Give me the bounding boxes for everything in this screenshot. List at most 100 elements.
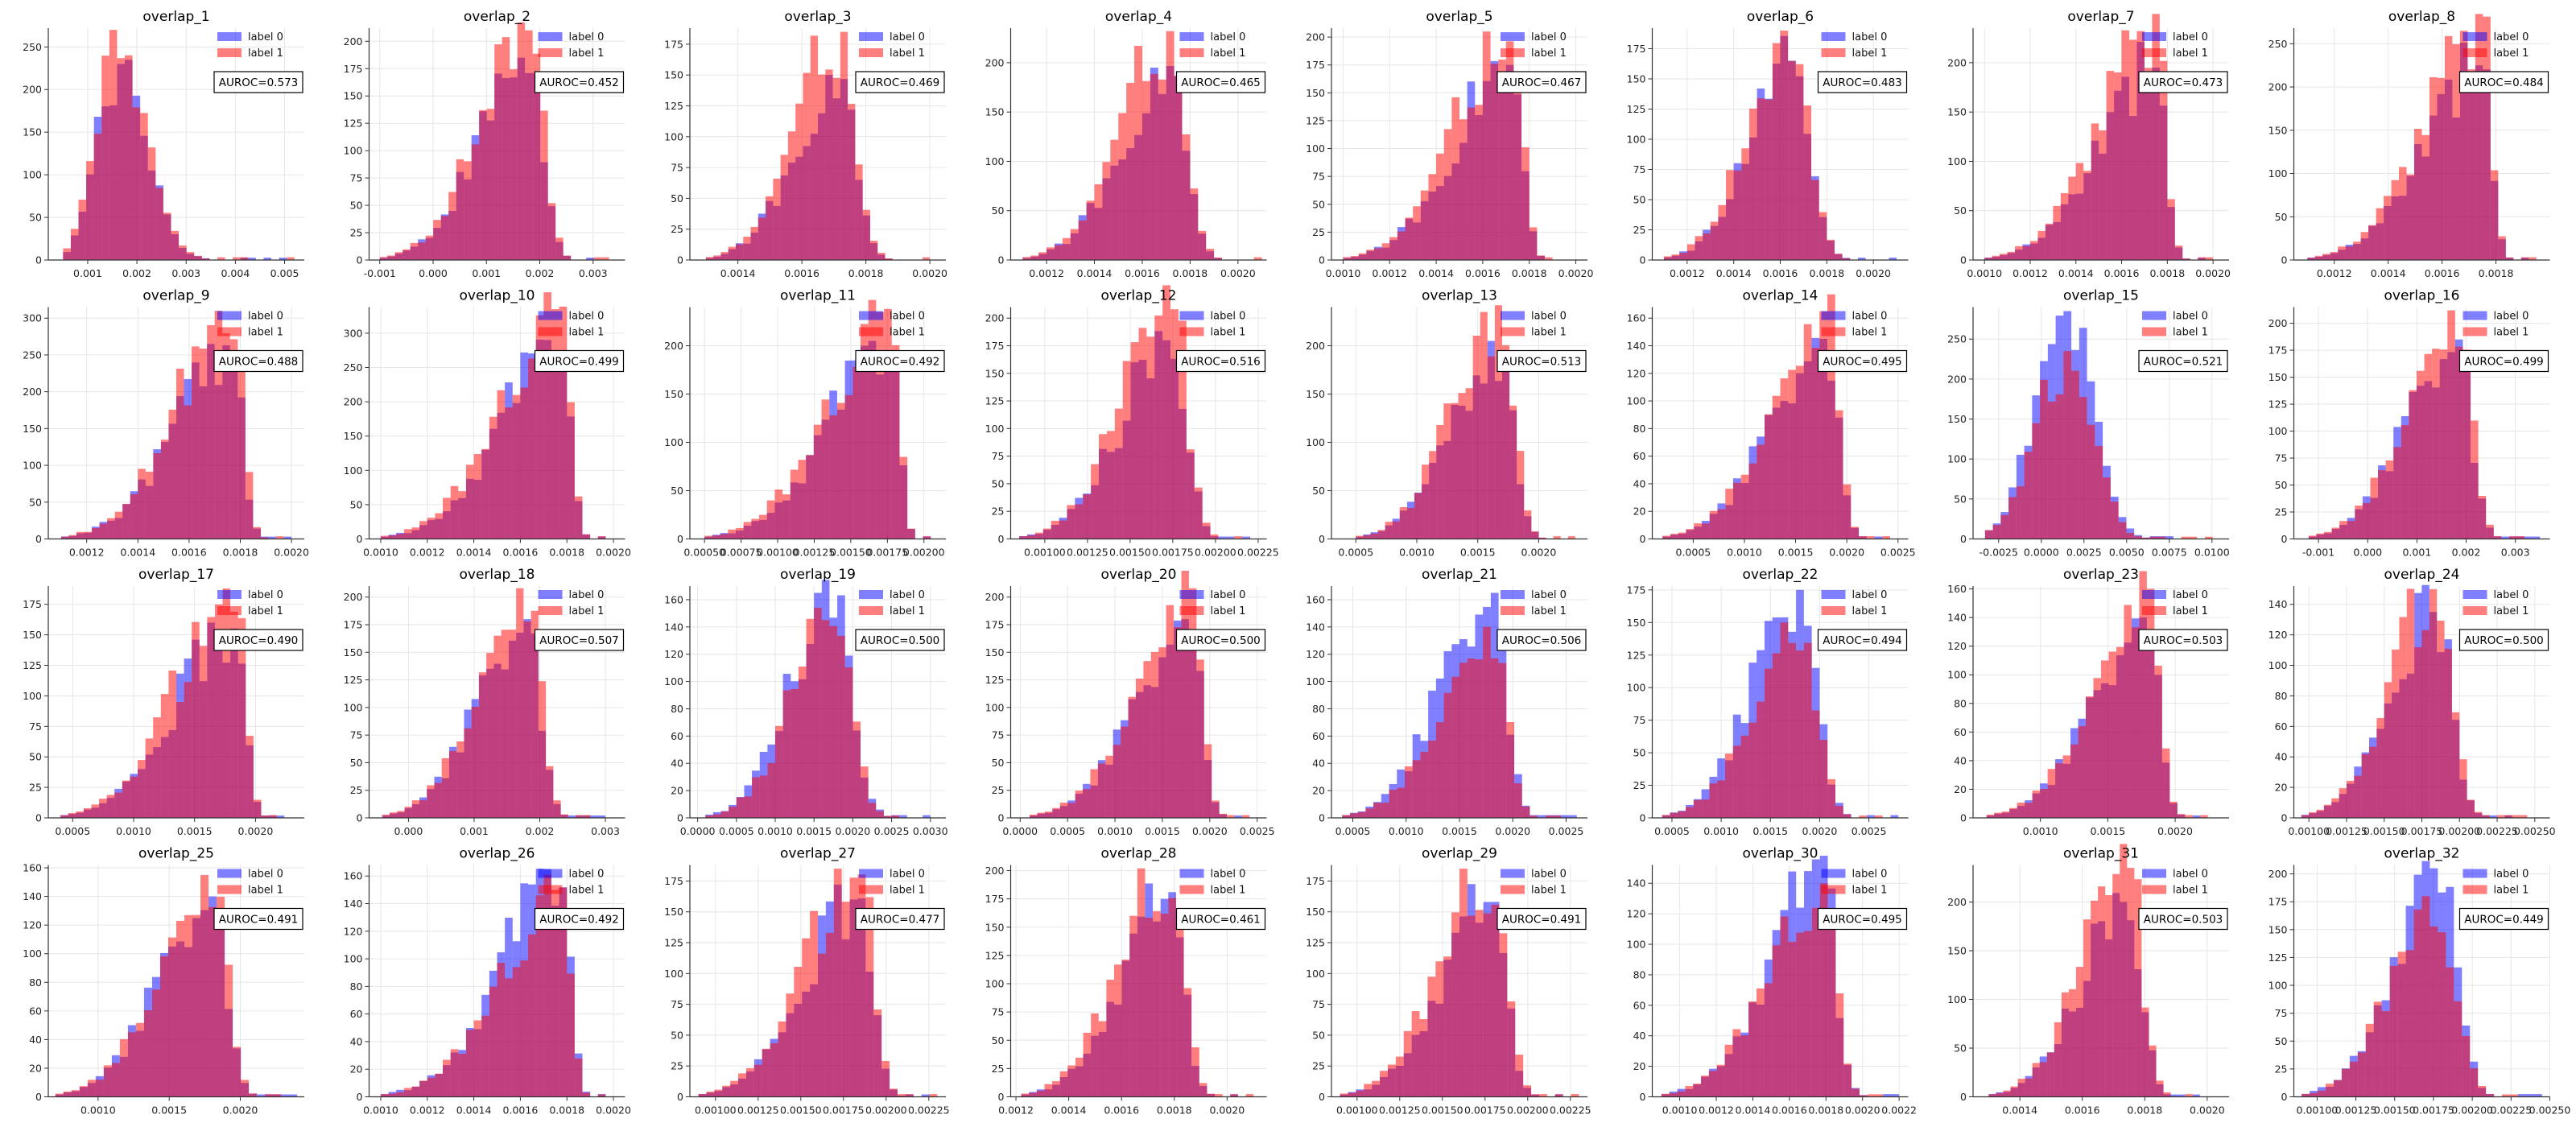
y-tick-label: 20 — [1633, 1060, 1646, 1072]
histogram-bar-label1 — [1741, 148, 1749, 260]
histogram-bar-label1 — [2451, 712, 2460, 818]
histogram-bar-label1 — [891, 345, 900, 539]
y-tick-label: 100 — [664, 968, 683, 980]
histogram-bar-label1 — [1110, 139, 1119, 260]
histogram-bar-label0 — [2192, 1094, 2200, 1097]
y-tick-label: 40 — [1633, 477, 1646, 489]
y-tick-label: 20 — [2275, 782, 2288, 794]
histogram-bar-label1 — [1726, 170, 1734, 260]
histogram-bar-label1 — [1137, 868, 1146, 1097]
histogram-bar-label1 — [538, 681, 547, 818]
histogram-bar-label1 — [1499, 933, 1508, 1097]
x-tick-label: 0.0010 — [80, 1104, 116, 1117]
histogram-bar-label1 — [798, 666, 807, 818]
x-tick-label: 0.0000 — [2024, 547, 2059, 559]
histogram-bar-label0 — [2170, 1094, 2178, 1097]
legend-label1: label 1 — [1531, 47, 1567, 60]
histogram-bar-label1 — [2174, 246, 2183, 260]
legend-swatch-label1 — [1501, 327, 1525, 336]
legend-swatch-label1 — [217, 48, 242, 57]
histogram-bar-label1 — [2167, 199, 2175, 260]
histogram-bar-label1 — [458, 491, 466, 539]
histogram-bar-label1 — [2075, 163, 2084, 260]
y-tick-label: 0 — [1640, 533, 1646, 545]
histogram-bar-label1 — [241, 1080, 250, 1097]
histogram-bar-label1 — [60, 536, 69, 539]
histogram-bar-label1 — [2331, 798, 2339, 818]
x-tick-label: 0.0020 — [1856, 267, 1891, 279]
histogram-bar-label1 — [200, 874, 209, 1097]
histogram-bar-label1 — [2376, 208, 2384, 260]
histogram-bar-label1 — [791, 688, 799, 818]
histogram-bar-label0 — [1561, 815, 1570, 818]
histogram-bar-label1 — [1756, 988, 1765, 1097]
histogram-bar-label1 — [380, 1093, 389, 1097]
legend-label0: label 0 — [248, 589, 283, 601]
subplot-overlap-2: -0.001 0.000 0.001 0.002 0.00302550751001251… — [344, 9, 625, 279]
histogram-bar-label1 — [192, 346, 200, 539]
histogram-bar-label1 — [512, 394, 521, 539]
x-tick-label: 0.0100 — [2194, 547, 2230, 559]
histogram-bar-label1 — [1458, 393, 1466, 539]
subplot-title: overlap_26 — [460, 846, 535, 862]
histogram-bar-label1 — [1098, 1021, 1107, 1097]
histogram-bar-label1 — [2134, 536, 2142, 539]
histogram-bar-label1 — [2474, 811, 2483, 818]
histogram-bar-label1 — [1153, 910, 1161, 1097]
y-tick-label: 0 — [677, 254, 683, 266]
histogram-bar-label1 — [2429, 76, 2438, 260]
histogram-bar-label1 — [1515, 1055, 1524, 1097]
x-tick-label: 0.00250 — [2514, 825, 2556, 837]
histogram-bar-label1 — [1052, 807, 1060, 818]
y-tick-label: 0 — [677, 533, 683, 545]
auroc-label: AUROC=0.490 — [219, 634, 299, 647]
histogram-bar-label1 — [743, 237, 751, 260]
histogram-bar-label1 — [1796, 650, 1804, 818]
histogram-bar-label1 — [99, 523, 108, 539]
histogram-bar-label1 — [753, 1064, 762, 1097]
histogram-bar-label1 — [1717, 509, 1726, 539]
histogram-bar-label1 — [530, 610, 539, 818]
histogram-bar-label1 — [802, 938, 811, 1097]
histogram-bar-label1 — [2439, 349, 2448, 539]
auroc-box — [534, 71, 625, 93]
y-tick-label: 50 — [2275, 479, 2288, 491]
histogram-bar-label1 — [2447, 310, 2455, 539]
legend-swatch-label1 — [2462, 48, 2487, 57]
histogram-bar-label1 — [1122, 361, 1131, 539]
subplot-title: overlap_22 — [1743, 567, 1818, 583]
auroc-box — [2458, 629, 2549, 651]
histogram-bar-label1 — [450, 485, 459, 539]
histogram-bar-label1 — [795, 103, 803, 260]
histogram-bar-label1 — [1732, 1029, 1741, 1097]
histogram-bar-label1 — [502, 37, 510, 260]
histogram-bar-label1 — [593, 257, 602, 260]
histogram-bar-label1 — [2446, 967, 2454, 1097]
histogram-bar-label1 — [419, 521, 427, 539]
y-tick-label: 25 — [1312, 226, 1325, 238]
histogram-bar-label1 — [1537, 255, 1545, 260]
histogram-bar-label1 — [2413, 909, 2422, 1097]
x-tick-label: 0.00200 — [865, 1104, 907, 1117]
histogram-bar-label1 — [138, 760, 146, 818]
histogram-bar-label1 — [214, 311, 223, 539]
histogram-bar-label1 — [1174, 627, 1182, 818]
x-tick-label: 0.0014 — [456, 547, 492, 559]
histogram-bar-label1 — [184, 405, 192, 539]
histogram-bar-label1 — [1158, 79, 1166, 260]
histogram-bar-label1 — [829, 625, 838, 818]
histogram-bar-label1 — [2373, 1001, 2382, 1097]
y-tick-label: 160 — [344, 870, 363, 882]
histogram-bar-label1 — [1524, 510, 1532, 539]
histogram-bar-label1 — [471, 144, 480, 260]
histogram-bar-label1 — [411, 1086, 420, 1097]
y-tick-label: 150 — [23, 423, 42, 435]
histogram-bar-label1 — [806, 455, 814, 539]
histogram-bar-label1 — [1803, 642, 1812, 818]
histogram-bar-label1 — [798, 460, 807, 539]
legend-swatch-label0 — [1179, 32, 1204, 41]
y-tick-label: 0 — [2281, 1091, 2288, 1103]
y-tick-label: 75 — [992, 450, 1005, 462]
legend-label0: label 0 — [2494, 869, 2529, 881]
histogram-bar-label1 — [528, 934, 536, 1097]
